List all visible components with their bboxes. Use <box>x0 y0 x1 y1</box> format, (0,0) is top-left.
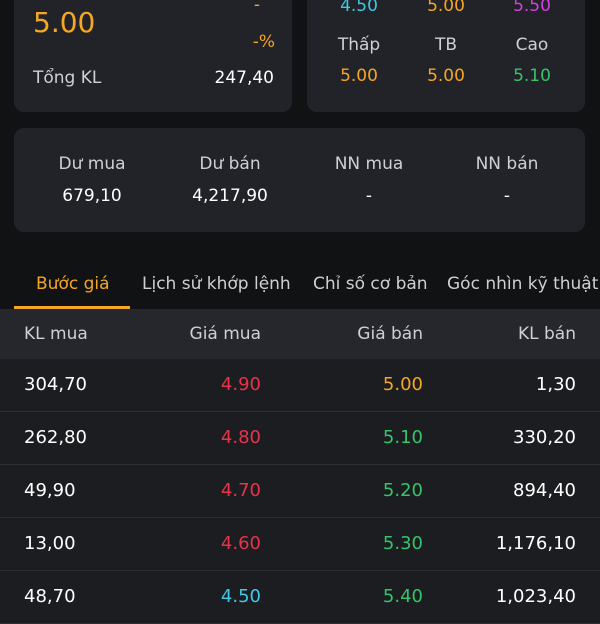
summary-label: NN mua <box>334 154 404 174</box>
order-cell: 5.10 <box>382 427 423 448</box>
order-cell: 4.80 <box>220 427 261 448</box>
range-value: 5.00 <box>427 66 465 86</box>
summary-label: Dư mua <box>58 154 126 174</box>
column-header: KL bán <box>517 324 576 344</box>
order-cell: 330,20 <box>513 427 576 448</box>
order-cell: 48,70 <box>24 586 76 607</box>
order-cell: 5.00 <box>382 374 423 395</box>
summary-value: - <box>503 186 511 206</box>
range-value: 5.10 <box>513 66 551 86</box>
price-card <box>14 0 292 112</box>
order-cell: 1,30 <box>535 374 576 395</box>
top-value: 5.50 <box>513 0 551 16</box>
order-row: 49,90 4.70 5.20 894,40 <box>0 465 600 518</box>
range-value: 5.00 <box>340 66 378 86</box>
order-row: 262,80 4.80 5.10 330,20 <box>0 412 600 465</box>
column-header: Giá bán <box>357 324 423 344</box>
table-header <box>0 309 600 359</box>
order-cell: 304,70 <box>24 374 87 395</box>
range-label: Cao <box>515 35 549 55</box>
volume: 247,40 <box>214 68 274 88</box>
column-header: Giá mua <box>189 324 261 344</box>
range-card <box>307 0 585 112</box>
order-row: 48,70 4.50 5.40 1,023,40 <box>0 571 600 624</box>
order-cell: 5.30 <box>382 533 423 554</box>
order-cell: 1,176,10 <box>495 533 576 554</box>
summary-value: 679,10 <box>62 186 122 206</box>
top-value: 5.00 <box>427 0 465 16</box>
summary-label: NN bán <box>475 154 539 174</box>
order-cell: 4.50 <box>220 586 261 607</box>
order-cell: 4.60 <box>220 533 261 554</box>
change: - <box>253 0 260 15</box>
order-cell: 4.90 <box>220 374 261 395</box>
range-label: Thấp <box>337 35 381 55</box>
summary-value: - <box>365 186 373 206</box>
order-cell: 4.70 <box>220 480 261 501</box>
order-cell: 894,40 <box>513 480 576 501</box>
order-cell: 5.40 <box>382 586 423 607</box>
top-value: 4.50 <box>340 0 378 16</box>
tab[interactable]: Bước giá <box>36 274 110 294</box>
column-header: KL mua <box>24 324 88 344</box>
order-cell: 262,80 <box>24 427 87 448</box>
change-pct: -% <box>252 32 275 52</box>
range-label: TB <box>434 35 458 55</box>
order-row: 304,70 4.90 5.00 1,30 <box>0 359 600 412</box>
tab[interactable]: Lịch sử khớp lệnh <box>142 274 291 294</box>
order-cell: 5.20 <box>382 480 423 501</box>
active-tab-indicator <box>14 306 130 309</box>
order-cell: 49,90 <box>24 480 76 501</box>
tab[interactable]: Chỉ số cơ bản <box>313 274 428 294</box>
summary-label: Dư bán <box>199 154 261 174</box>
order-cell: 13,00 <box>24 533 76 554</box>
price: 5.00 <box>33 6 96 39</box>
order-cell: 1,023,40 <box>495 586 576 607</box>
summary-card <box>14 128 585 232</box>
order-row: 13,00 4.60 5.30 1,176,10 <box>0 518 600 571</box>
volume-label: Tổng KL <box>33 68 102 88</box>
tab[interactable]: Góc nhìn kỹ thuật <box>447 274 599 294</box>
summary-value: 4,217,90 <box>192 186 268 206</box>
